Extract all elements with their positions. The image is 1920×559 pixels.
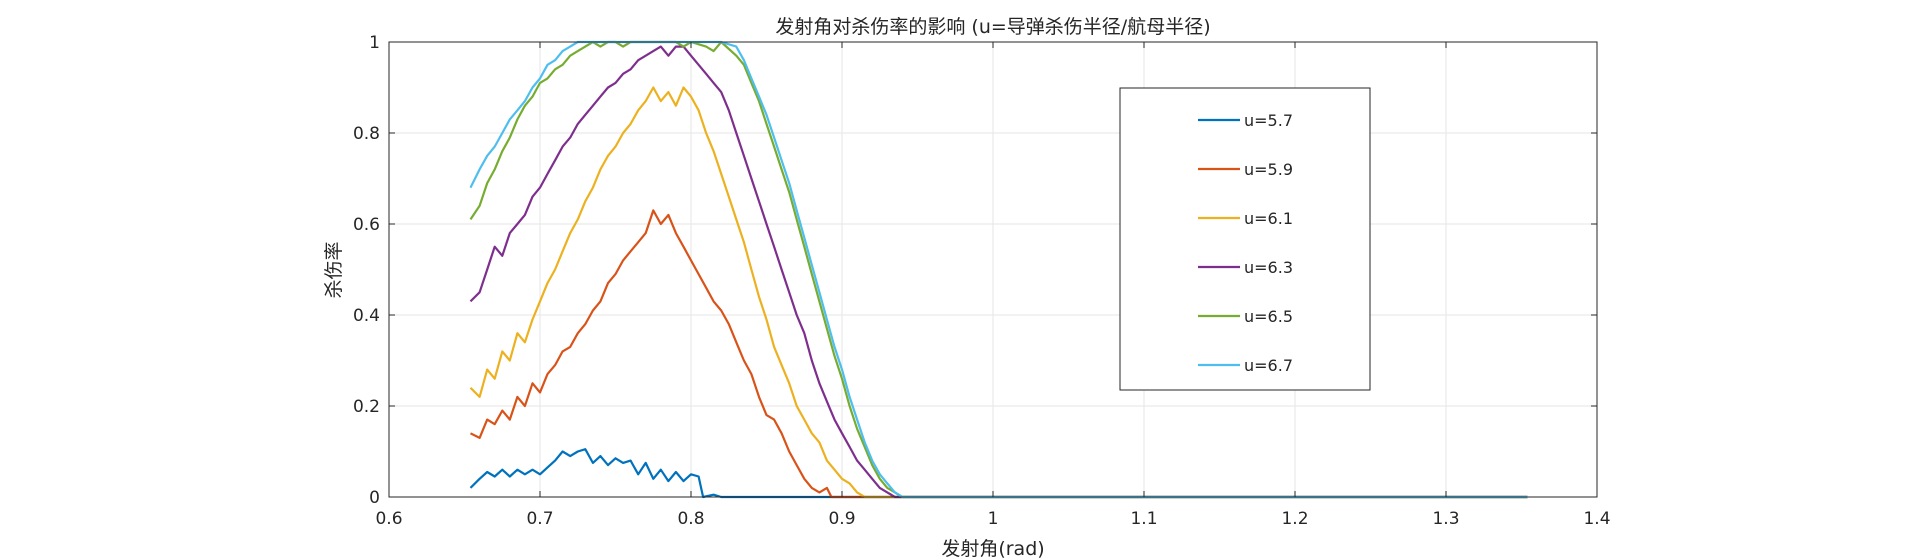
x-tick-label: 1.1 (1130, 509, 1157, 529)
series-line (469, 86, 1528, 499)
y-tick-label: 0.8 (353, 124, 380, 144)
legend-label: u=5.7 (1244, 111, 1293, 130)
x-tick-label: 1.4 (1583, 509, 1610, 529)
y-tick-label: 0.2 (353, 397, 380, 417)
y-ticks: 0 0.2 0.4 0.6 0.8 1 (353, 33, 1597, 508)
chart-title: 发射角对杀伤率的影响 (u=导弹杀伤半径/航母半径) (775, 16, 1210, 38)
x-tick-label: 0.7 (526, 509, 553, 529)
x-axis-label: 发射角(rad) (941, 538, 1044, 559)
series-line (470, 209, 1528, 499)
legend-label: u=6.3 (1244, 258, 1293, 277)
legend-label: u=6.5 (1244, 307, 1293, 326)
y-tick-label: 1 (369, 33, 380, 53)
legend-label: u=6.1 (1244, 209, 1293, 228)
x-tick-label: 1.3 (1432, 509, 1459, 529)
legend: u=5.7 u=5.9 u=6.1 u=6.3 u=6.5 u=6.7 (1119, 87, 1371, 391)
legend-label: u=6.7 (1244, 356, 1293, 375)
y-tick-label: 0.4 (353, 306, 380, 326)
series-line (469, 45, 1528, 499)
x-tick-label: 0.8 (677, 509, 704, 529)
x-tick-label: 0.6 (375, 509, 402, 529)
x-tick-label: 1.2 (1281, 509, 1308, 529)
legend-label: u=5.9 (1244, 160, 1293, 179)
x-tick-label: 0.9 (828, 509, 855, 529)
series-line (469, 40, 1528, 499)
y-axis-label: 杀伤率 (323, 241, 345, 298)
x-tick-label: 1 (988, 509, 999, 529)
y-tick-label: 0.6 (353, 215, 380, 235)
legend-box (1119, 87, 1371, 391)
x-ticks: 0.6 0.7 0.8 0.9 1 1.1 1.2 1.3 1.4 (375, 42, 1611, 529)
y-tick-label: 0 (369, 488, 380, 508)
